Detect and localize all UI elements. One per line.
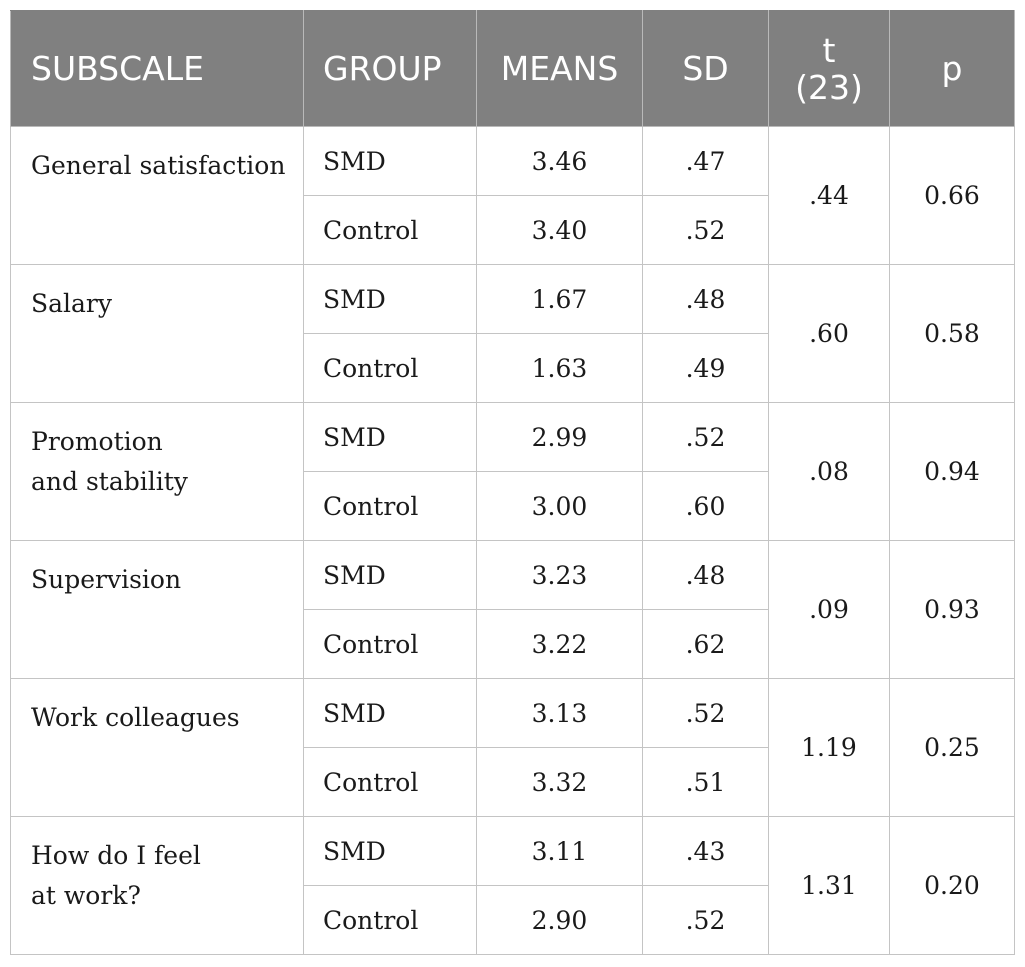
table-row: Control 3.40.52 — [11, 195, 1015, 265]
header-t: t (23) — [768, 10, 890, 127]
group-cell: SMD — [303, 678, 477, 748]
header-p: p — [889, 10, 1015, 127]
group-cell: SMD — [303, 816, 477, 886]
p-value-cell: 0.66 — [889, 126, 1015, 265]
subscale-label-line: Salary — [31, 289, 113, 318]
header-group: GROUP — [303, 10, 477, 127]
sd-cell: .43 — [642, 816, 769, 886]
t-value-cell: 1.31 — [768, 816, 890, 955]
t-value-cell: .60 — [768, 264, 890, 403]
t-value-cell: .44 — [768, 126, 890, 265]
mean-cell: 3.00 — [476, 471, 643, 541]
mean-cell: 2.90 — [476, 885, 643, 955]
mean-cell: 3.13 — [476, 678, 643, 748]
table-body: General satisfaction SMD 3.46.47.44 0.66 Con… — [10, 126, 1015, 955]
table-row: Work colleagues SMD 3.13.52 1.19 0.25 — [10, 678, 1015, 817]
header-means: MEANS — [476, 10, 643, 127]
table-header: SUBSCALE GROUP MEANS SD t (23) p — [10, 10, 1015, 127]
group-cell: SMD — [303, 264, 477, 334]
subscale-label-line: Supervision — [31, 565, 182, 594]
sd-cell: .48 — [642, 540, 769, 610]
sd-cell: .62 — [642, 609, 769, 679]
mean-cell: 3.40 — [476, 195, 643, 265]
table-row: Promotion and stability SMD 2.99.52.08 0.94 — [10, 402, 1015, 541]
subscale-label-line: Promotion — [31, 427, 163, 456]
mean-cell: 3.46 — [476, 126, 643, 196]
subscale-label-line: Work colleagues — [31, 703, 240, 732]
table-row: Control 2.90.52 — [11, 885, 1015, 955]
group-cell: Control — [303, 609, 477, 679]
p-value-cell: 0.94 — [889, 402, 1015, 541]
subscale-cell: How do I feel at work? — [10, 816, 304, 955]
table-row: Control 3.22.62 — [11, 609, 1015, 679]
mean-cell: 1.67 — [476, 264, 643, 334]
table-row: Supervision SMD 3.23.48.09 0.93 — [10, 540, 1015, 679]
subscale-label-line: and stability — [31, 467, 188, 496]
sd-cell: .60 — [642, 471, 769, 541]
subscale-cell: Work colleagues — [10, 678, 304, 817]
mean-cell: 3.23 — [476, 540, 643, 610]
subscale-cell: Salary — [10, 264, 304, 403]
header-t-line1: t — [822, 30, 836, 70]
sd-cell: .51 — [642, 747, 769, 817]
sd-cell: .52 — [642, 402, 769, 472]
subscale-label-line: General satisfaction — [31, 151, 286, 180]
p-value-cell: 0.58 — [889, 264, 1015, 403]
group-cell: SMD — [303, 126, 477, 196]
p-value-cell: 0.20 — [889, 816, 1015, 955]
mean-cell: 3.32 — [476, 747, 643, 817]
header-sd: SD — [642, 10, 769, 127]
group-cell: SMD — [303, 540, 477, 610]
sd-cell: .47 — [642, 126, 769, 196]
group-cell: SMD — [303, 402, 477, 472]
sd-cell: .52 — [642, 678, 769, 748]
results-table: SUBSCALE GROUP MEANS SD t (23) p General… — [10, 10, 1015, 955]
mean-cell: 2.99 — [476, 402, 643, 472]
group-cell: Control — [303, 195, 477, 265]
subscale-cell: General satisfaction — [10, 126, 304, 265]
mean-cell: 1.63 — [476, 333, 643, 403]
table-row: General satisfaction SMD 3.46.47.44 0.66 — [10, 126, 1015, 265]
t-value-cell: 1.19 — [768, 678, 890, 817]
group-cell: Control — [303, 747, 477, 817]
group-cell: Control — [303, 471, 477, 541]
sd-cell: .52 — [642, 885, 769, 955]
p-value-cell: 0.93 — [889, 540, 1015, 679]
header-subscale: SUBSCALE — [10, 10, 304, 127]
sd-cell: .48 — [642, 264, 769, 334]
mean-cell: 3.11 — [476, 816, 643, 886]
subscale-cell: Supervision — [10, 540, 304, 679]
table-row: How do I feel at work? SMD 3.11.43 1.31 0.20 — [10, 816, 1015, 955]
group-cell: Control — [303, 885, 477, 955]
t-value-cell: .08 — [768, 402, 890, 541]
p-value-cell: 0.25 — [889, 678, 1015, 817]
subscale-label-line: How do I feel — [31, 841, 201, 870]
t-value-cell: .09 — [768, 540, 890, 679]
table-row: Control 3.32.51 — [11, 747, 1015, 817]
table-row: Salary SMD 1.67.48.60 0.58 — [10, 264, 1015, 403]
header-t-line2: (23) — [795, 67, 863, 107]
sd-cell: .49 — [642, 333, 769, 403]
subscale-cell: Promotion and stability — [10, 402, 304, 541]
header-row: SUBSCALE GROUP MEANS SD t (23) p — [10, 10, 1015, 127]
group-cell: Control — [303, 333, 477, 403]
sd-cell: .52 — [642, 195, 769, 265]
subscale-label-line: at work? — [31, 881, 141, 910]
mean-cell: 3.22 — [476, 609, 643, 679]
